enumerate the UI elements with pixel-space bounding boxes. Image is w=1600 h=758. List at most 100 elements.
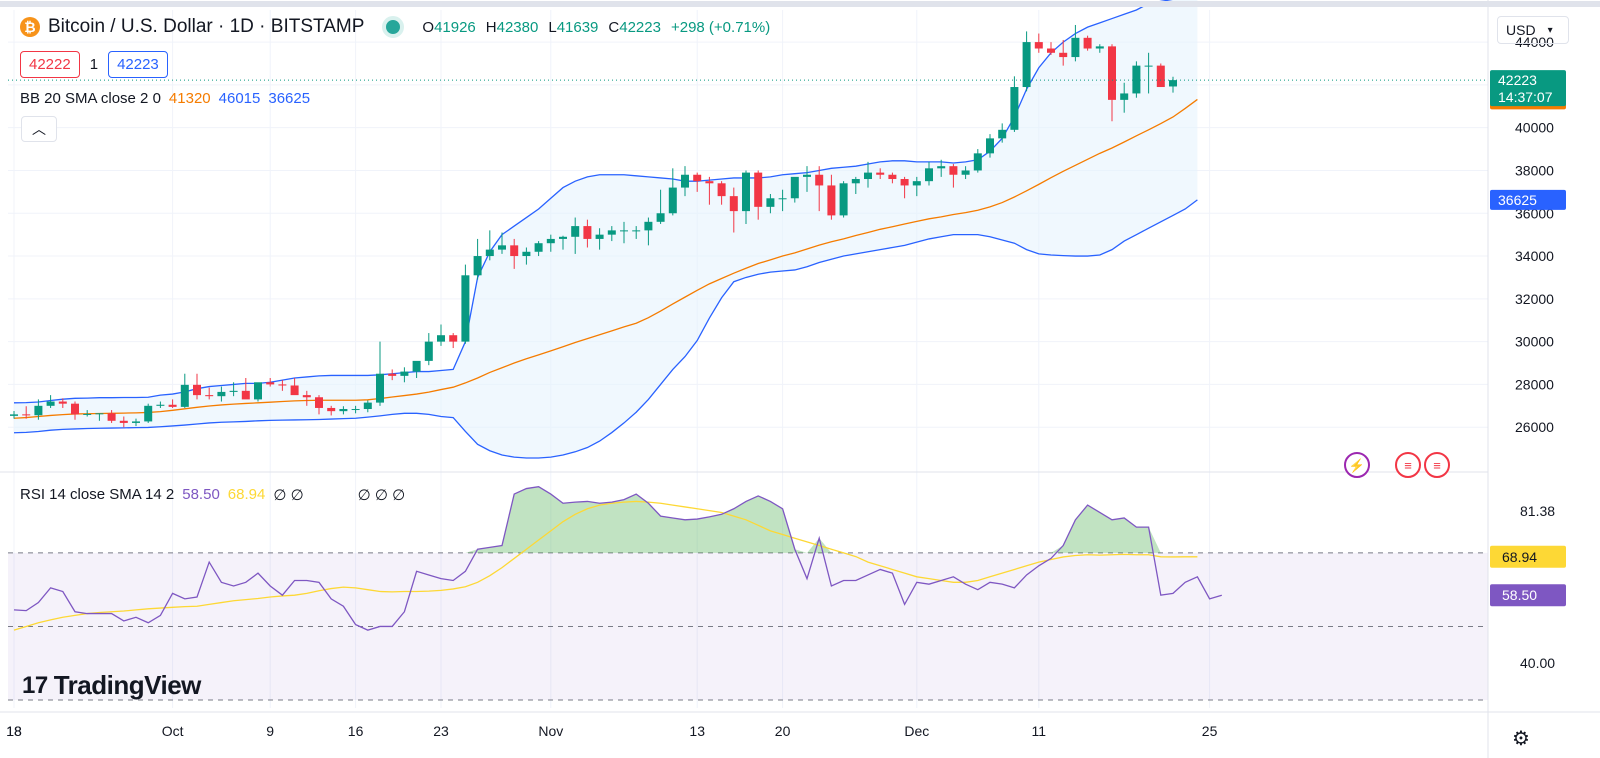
- time-scale: [0, 712, 1600, 758]
- rsi-label-tag-bg: [1490, 584, 1566, 607]
- candle: [254, 382, 262, 400]
- currency-label: USD: [1506, 22, 1536, 38]
- event-marker-icon: [1344, 452, 1370, 478]
- event-marker-icon: [1424, 452, 1450, 478]
- candle: [58, 401, 67, 404]
- event-marker-glyph: ⚡: [1349, 458, 1365, 474]
- candle: [132, 421, 140, 423]
- time-tick-label: 13: [689, 723, 705, 739]
- candle: [607, 230, 616, 235]
- candle: [217, 391, 226, 397]
- candle: [302, 395, 311, 398]
- candle: [790, 176, 799, 199]
- candle: [22, 414, 31, 416]
- candle: [912, 181, 921, 186]
- price-tick-label: 34000: [1515, 248, 1554, 264]
- symbol-title[interactable]: Bitcoin / U.S. Dollar · 1D · BITSTAMP: [48, 16, 365, 37]
- candle: [888, 174, 897, 180]
- event-marker-icon: [1395, 452, 1421, 478]
- sell-button[interactable]: 42222: [20, 51, 80, 78]
- candle: [632, 230, 641, 232]
- candle: [668, 187, 677, 214]
- candle: [83, 413, 92, 415]
- candle: [71, 403, 79, 415]
- candle: [998, 129, 1007, 139]
- candle: [193, 384, 201, 396]
- rsi-overbought-fill: [14, 486, 1222, 553]
- time-tick-label: Nov: [538, 723, 563, 739]
- bb-legend[interactable]: BB 20 SMA close 2 0 41320 46015 36625: [20, 90, 310, 107]
- candle: [485, 249, 494, 257]
- time-tick-label: 18: [6, 723, 22, 739]
- candle: [1108, 46, 1116, 100]
- price-tick-label: 38000: [1515, 162, 1554, 178]
- brand-name: TradingView: [53, 670, 202, 700]
- rsi-label[interactable]: RSI 14 close SMA 14 2: [20, 486, 175, 503]
- candle: [205, 395, 214, 397]
- candle: [961, 170, 970, 175]
- candle: [412, 360, 421, 372]
- candle: [168, 404, 177, 407]
- candles: [8, 24, 1488, 428]
- rsi-tick-label: 81.38: [1520, 503, 1555, 519]
- tradingview-logo[interactable]: 17 TradingView: [22, 670, 201, 701]
- candle: [290, 385, 299, 396]
- candle: [595, 234, 604, 239]
- rsi-sma-line: [13, 500, 1198, 631]
- trade-prices: 42222 1 42223: [20, 51, 168, 78]
- rsi-legend[interactable]: RSI 14 close SMA 14 2 58.50 68.94 ∅ ∅ ∅ …: [20, 486, 405, 504]
- candle: [46, 401, 55, 406]
- buy-button[interactable]: 42223: [108, 51, 168, 78]
- candle: [510, 245, 519, 257]
- candle: [498, 245, 506, 250]
- time-tick-label: Oct: [162, 723, 184, 739]
- candle: [34, 405, 43, 416]
- rsi-tick-label: 40.00: [1520, 655, 1555, 671]
- candle: [144, 405, 153, 422]
- settings-icon[interactable]: ⚙: [1512, 728, 1530, 750]
- last-price-label: 42223: [1498, 72, 1537, 88]
- rsi-extra-2: ∅ ∅ ∅: [357, 487, 406, 504]
- candle: [546, 238, 555, 244]
- collapse-legend-button[interactable]: ︿: [21, 116, 57, 142]
- time-tick-label: 23: [433, 723, 449, 739]
- high-value: 42380: [496, 18, 539, 36]
- candle: [1071, 37, 1080, 58]
- price-tick-label: 30000: [1515, 334, 1554, 350]
- candle: [1034, 42, 1043, 49]
- rsi-value: 58.50: [182, 486, 220, 503]
- candle: [937, 166, 946, 169]
- candle: [876, 172, 885, 175]
- currency-select[interactable]: USD ▾: [1497, 16, 1569, 44]
- candle: [839, 183, 848, 216]
- symbol-header[interactable]: ₿ Bitcoin / U.S. Dollar · 1D · BITSTAMP …: [20, 16, 770, 38]
- price-tick-label: 32000: [1515, 291, 1554, 307]
- candle: [693, 174, 702, 182]
- candle: [1022, 42, 1031, 88]
- candle: [1132, 65, 1141, 94]
- bb-label[interactable]: BB 20 SMA close 2 0: [20, 90, 161, 107]
- spread-value: 1: [89, 56, 99, 73]
- candle: [717, 183, 726, 197]
- market-status-icon[interactable]: [382, 16, 405, 38]
- candle: [571, 226, 580, 237]
- bb-lines: [13, 0, 1198, 459]
- price-tick-label: 44000: [1515, 34, 1554, 50]
- time-tick-label: 20: [775, 723, 791, 739]
- price-tick-label: 28000: [1515, 376, 1554, 392]
- candle: [156, 404, 165, 406]
- event-marker-glyph: ≡: [1433, 458, 1441, 473]
- candle: [559, 236, 567, 239]
- bb-basis-value: 41320: [168, 90, 211, 107]
- rsi-extra-1: ∅ ∅: [273, 487, 304, 504]
- candle: [1095, 46, 1104, 49]
- event-marker-glyph: ≡: [1404, 458, 1412, 473]
- candle: [315, 397, 323, 408]
- candle: [119, 420, 128, 423]
- candle: [376, 373, 384, 403]
- open-value: 41926: [434, 18, 476, 36]
- candle: [827, 185, 836, 216]
- candle: [620, 230, 628, 232]
- time-tick-label: 18: [6, 723, 22, 739]
